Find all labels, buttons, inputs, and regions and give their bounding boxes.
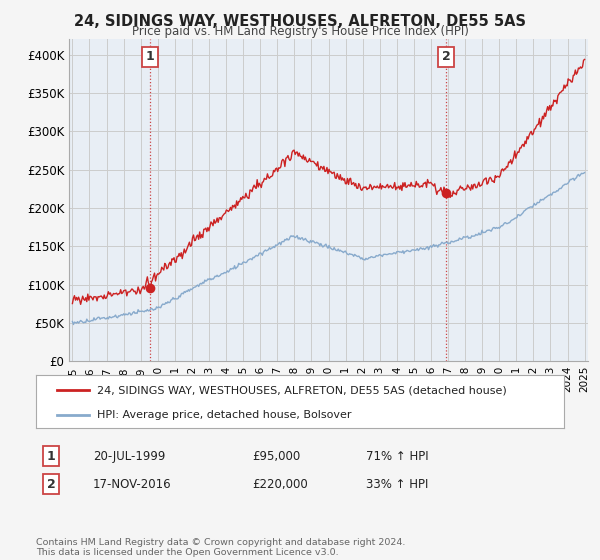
Text: 2: 2 (47, 478, 55, 491)
Text: 17-NOV-2016: 17-NOV-2016 (93, 478, 172, 491)
Text: 1: 1 (146, 50, 154, 63)
Text: Price paid vs. HM Land Registry's House Price Index (HPI): Price paid vs. HM Land Registry's House … (131, 25, 469, 38)
Text: 71% ↑ HPI: 71% ↑ HPI (366, 450, 428, 463)
Text: Contains HM Land Registry data © Crown copyright and database right 2024.
This d: Contains HM Land Registry data © Crown c… (36, 538, 406, 557)
Text: 2: 2 (442, 50, 451, 63)
Text: £220,000: £220,000 (252, 478, 308, 491)
Text: 24, SIDINGS WAY, WESTHOUSES, ALFRETON, DE55 5AS: 24, SIDINGS WAY, WESTHOUSES, ALFRETON, D… (74, 14, 526, 29)
Text: 20-JUL-1999: 20-JUL-1999 (93, 450, 166, 463)
Text: HPI: Average price, detached house, Bolsover: HPI: Average price, detached house, Bols… (97, 410, 351, 420)
Text: 24, SIDINGS WAY, WESTHOUSES, ALFRETON, DE55 5AS (detached house): 24, SIDINGS WAY, WESTHOUSES, ALFRETON, D… (97, 385, 506, 395)
Text: 33% ↑ HPI: 33% ↑ HPI (366, 478, 428, 491)
Text: £95,000: £95,000 (252, 450, 300, 463)
Text: 1: 1 (47, 450, 55, 463)
